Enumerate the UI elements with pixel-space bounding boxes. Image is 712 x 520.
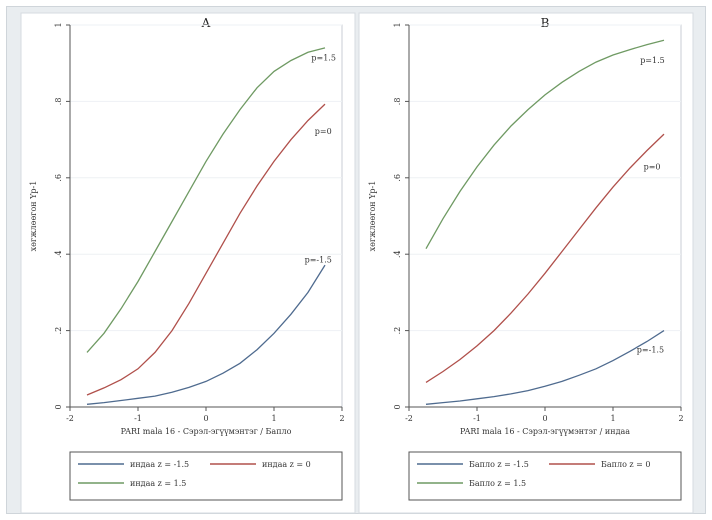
curve-label: p=0 bbox=[315, 127, 332, 136]
y-tick-label: .2 bbox=[54, 327, 63, 335]
legend-entry: Бапло z = 0 bbox=[601, 460, 651, 469]
x-tick-label: -1 bbox=[134, 414, 142, 423]
panel-background bbox=[358, 12, 694, 514]
legend-entry: индаа z = 1.5 bbox=[130, 479, 186, 488]
y-axis-title: хөгжлөөгон Үр-1 bbox=[29, 181, 38, 252]
legend-entry: Бапло z = 1.5 bbox=[469, 479, 526, 488]
series-line-2 bbox=[425, 39, 665, 250]
y-tick-label: .8 bbox=[393, 98, 402, 106]
legend-box bbox=[408, 451, 682, 501]
chart-panel-a: A 0 .2 .4 .6 .8 1 -2 -1 0 1 2 PARI mala 16 - Сэрэл-э… bbox=[20, 12, 356, 514]
y-tick-label: .6 bbox=[393, 174, 402, 182]
curve-label: p=1.5 bbox=[311, 53, 336, 62]
x-tick-label: 2 bbox=[678, 414, 683, 423]
x-tick-label: 0 bbox=[542, 414, 547, 423]
y-tick-label: .4 bbox=[393, 250, 402, 258]
series-line-0 bbox=[425, 330, 665, 405]
x-tick-label: 1 bbox=[271, 414, 276, 423]
x-tick-label: -2 bbox=[405, 414, 413, 423]
chart-svg: A 0 .2 .4 .6 .8 1 -2 -1 0 1 2 PARI mala 16 - Сэрэл-э… bbox=[20, 12, 694, 514]
curve-label: p=-1.5 bbox=[305, 255, 332, 264]
legend-entry: Бапло z = -1.5 bbox=[469, 460, 529, 469]
x-tick-label: 0 bbox=[203, 414, 208, 423]
y-tick-label: 1 bbox=[54, 22, 63, 27]
legend-entry: индаа z = -1.5 bbox=[130, 460, 189, 469]
figure: A 0 .2 .4 .6 .8 1 -2 -1 0 1 2 PARI mala 16 - Сэрэл-э… bbox=[6, 6, 706, 514]
y-tick-label: 0 bbox=[393, 404, 402, 409]
y-tick-label: .2 bbox=[393, 327, 402, 335]
x-tick-label: -1 bbox=[473, 414, 481, 423]
curve-label: p=-1.5 bbox=[637, 345, 664, 354]
x-tick-label: -2 bbox=[66, 414, 74, 423]
legend-box bbox=[69, 451, 343, 501]
y-tick-label: 0 bbox=[54, 404, 63, 409]
panel-title: B bbox=[541, 16, 550, 30]
series-line-1 bbox=[86, 103, 326, 396]
panel-title: A bbox=[201, 16, 211, 30]
y-tick-label: 1 bbox=[393, 22, 402, 27]
curve-label: p=1.5 bbox=[640, 56, 665, 65]
y-tick-label: .4 bbox=[54, 250, 63, 258]
legend-entry: индаа z = 0 bbox=[262, 460, 311, 469]
series-line-1 bbox=[425, 133, 665, 383]
y-tick-label: .6 bbox=[54, 174, 63, 182]
chart-panel-b: B 0 .2 .4 .6 .8 1 -2 -1 0 1 2 PARI mala 16 - Сэрэл-э… bbox=[358, 12, 694, 514]
x-tick-label: 2 bbox=[339, 414, 344, 423]
series-line-2 bbox=[86, 47, 326, 353]
series-line-0 bbox=[86, 264, 326, 405]
y-axis-title: хөгжлөөгон Үр-1 bbox=[368, 181, 377, 252]
y-tick-label: .8 bbox=[54, 98, 63, 106]
x-tick-label: 1 bbox=[610, 414, 615, 423]
x-axis-title: PARI mala 16 - Сэрэл-эгүүмэнтэг / индаа bbox=[460, 427, 630, 436]
x-axis-title: PARI mala 16 - Сэрэл-эгүүмэнтэг / Бапло bbox=[121, 427, 292, 436]
panel-background bbox=[20, 12, 356, 514]
curve-label: p=0 bbox=[644, 163, 661, 172]
